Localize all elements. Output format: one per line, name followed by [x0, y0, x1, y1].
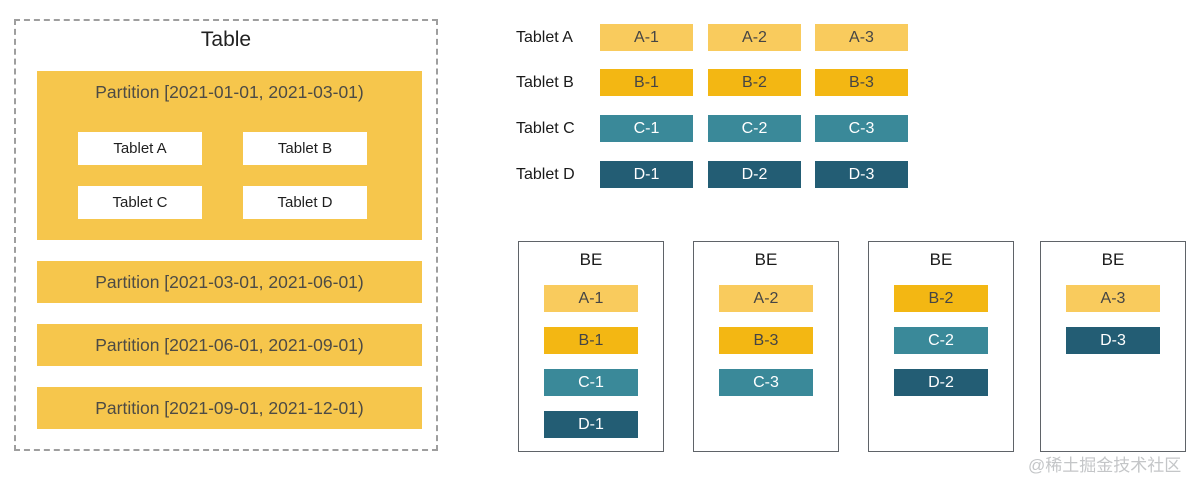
partition-bar-4: Partition [2021-09-01, 2021-12-01): [37, 387, 422, 429]
replica-chip-a3: A-3: [815, 24, 908, 51]
replica-row-label: Tablet D: [516, 166, 575, 183]
replica-chip-b2: B-2: [708, 69, 801, 96]
be-node-title: BE: [929, 250, 953, 269]
be-chip-d1: D-1: [544, 411, 638, 438]
be-node-title: BE: [754, 250, 778, 269]
be-node-1: BE A-1 B-1 C-1 D-1: [518, 241, 664, 452]
be-chip-c1: C-1: [544, 369, 638, 396]
be-chip-d2: D-2: [894, 369, 988, 396]
tablet-box-a: Tablet A: [78, 132, 202, 165]
be-node-title: BE: [579, 250, 603, 269]
tablet-box-d: Tablet D: [243, 186, 367, 219]
be-node-2: BE A-2 B-3 C-3: [693, 241, 839, 452]
be-chip-a3: A-3: [1066, 285, 1160, 312]
replica-chip-b3: B-3: [815, 69, 908, 96]
replica-row-c: Tablet C C-1 C-2 C-3: [516, 115, 908, 142]
be-chip-b3: B-3: [719, 327, 813, 354]
replica-chip-d1: D-1: [600, 161, 693, 188]
be-chip-c2: C-2: [894, 327, 988, 354]
replica-chip-c1: C-1: [600, 115, 693, 142]
replica-row-label: Tablet A: [516, 29, 573, 46]
table-panel: Table Partition [2021-01-01, 2021-03-01)…: [14, 19, 438, 451]
watermark: @稀土掘金技术社区: [1028, 456, 1182, 475]
be-node-chips: A-3 D-3: [1041, 270, 1185, 354]
replica-chip-d2: D-2: [708, 161, 801, 188]
be-chip-d3: D-3: [1066, 327, 1160, 354]
be-node-4: BE A-3 D-3: [1040, 241, 1186, 452]
replica-row-b: Tablet B B-1 B-2 B-3: [516, 69, 908, 96]
replica-chip-d3: D-3: [815, 161, 908, 188]
be-node-title: BE: [1101, 250, 1125, 269]
partition-bar-3: Partition [2021-06-01, 2021-09-01): [37, 324, 422, 366]
table-title: Table: [200, 28, 252, 51]
partition-1-label: Partition [2021-01-01, 2021-03-01): [95, 82, 364, 102]
be-node-3: BE B-2 C-2 D-2: [868, 241, 1014, 452]
replica-chip-a1: A-1: [600, 24, 693, 51]
be-node-chips: A-2 B-3 C-3: [694, 270, 838, 396]
be-chip-a2: A-2: [719, 285, 813, 312]
be-chip-b1: B-1: [544, 327, 638, 354]
replica-row-label: Tablet C: [516, 120, 575, 137]
be-node-chips: A-1 B-1 C-1 D-1: [519, 270, 663, 438]
be-node-chips: B-2 C-2 D-2: [869, 270, 1013, 396]
replica-row-label: Tablet B: [516, 74, 574, 91]
replica-chip-a2: A-2: [708, 24, 801, 51]
replica-chip-b1: B-1: [600, 69, 693, 96]
replica-chip-c3: C-3: [815, 115, 908, 142]
be-chip-b2: B-2: [894, 285, 988, 312]
tablet-box-b: Tablet B: [243, 132, 367, 165]
replica-row-a: Tablet A A-1 A-2 A-3: [516, 24, 908, 51]
be-chip-c3: C-3: [719, 369, 813, 396]
replica-chip-c2: C-2: [708, 115, 801, 142]
be-chip-a1: A-1: [544, 285, 638, 312]
partition-bar-2: Partition [2021-03-01, 2021-06-01): [37, 261, 422, 303]
tablet-box-c: Tablet C: [78, 186, 202, 219]
partition-box-1: Partition [2021-01-01, 2021-03-01) Table…: [37, 71, 422, 240]
replica-row-d: Tablet D D-1 D-2 D-3: [516, 161, 908, 188]
